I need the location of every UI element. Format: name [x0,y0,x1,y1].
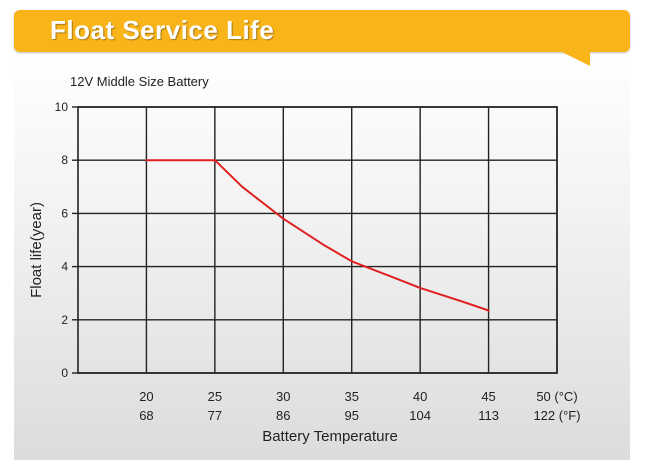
y-tick-label: 10 [55,100,69,114]
x-tick-label-fahrenheit: 113 [478,408,499,423]
x-tick-label-celsius: 20 [139,389,153,404]
x-tick-label-celsius: 30 [276,389,290,404]
x-tick-label-fahrenheit: 104 [409,408,431,423]
x-tick-label-fahrenheit: 122 (°F) [533,408,580,423]
page-title: Float Service Life [50,15,275,45]
y-tick-label: 2 [61,313,68,327]
x-tick-label-fahrenheit: 68 [139,408,153,423]
x-tick-label-celsius: 50 (°C) [536,389,577,404]
y-axis-label: Float life(year) [28,202,45,298]
series-line [145,159,490,312]
chart-series [145,159,490,312]
chart-grid [77,106,558,374]
y-axis-ticks: 0 2 4 6 8 10 [55,100,78,380]
banner-tail [562,52,590,66]
x-tick-label-celsius: 35 [344,389,358,404]
x-tick-label-fahrenheit: 77 [208,408,222,423]
y-tick-label: 4 [61,260,68,274]
chart-subtitle: 12V Middle Size Battery [70,74,209,89]
chart-panel [14,52,630,460]
y-tick-label: 8 [61,153,68,167]
x-axis-label: Battery Temperature [262,428,398,445]
title-banner: Float Service Life [14,10,630,52]
y-tick-label: 0 [61,366,68,380]
x-tick-label-fahrenheit: 95 [344,408,358,423]
x-tick-label-celsius: 40 [413,389,427,404]
x-axis-ticks: 20 68 25 77 30 86 35 95 40 104 45 113 50 (°C) 122 (°F… [139,389,580,423]
x-tick-label-celsius: 25 [208,389,222,404]
y-tick-label: 6 [61,206,68,220]
x-tick-label-fahrenheit: 86 [276,408,290,423]
x-tick-label-celsius: 45 [481,389,495,404]
